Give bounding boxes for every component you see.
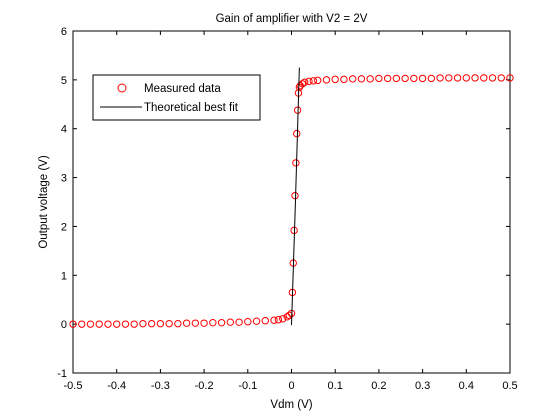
- legend-label-measured-data: Measured data: [144, 83, 221, 95]
- x-tick-label: -0.4: [107, 380, 126, 392]
- data-point-measured: [182, 319, 191, 327]
- y-tick-label: 5: [61, 75, 67, 87]
- data-point-measured: [314, 76, 322, 85]
- chart-title: Gain of amplifier with V2 = 2V: [216, 13, 368, 25]
- data-point-measured: [86, 320, 95, 328]
- data-point-measured: [165, 319, 173, 328]
- data-point-measured: [300, 78, 309, 87]
- x-tick-label: -0.3: [151, 380, 170, 392]
- data-point-measured: [340, 75, 348, 84]
- axes-frame: [72, 30, 511, 374]
- data-point-measured: [156, 319, 165, 328]
- data-point-measured: [261, 317, 269, 325]
- data-point-measured: [480, 74, 488, 82]
- data-point-measured: [217, 318, 226, 327]
- x-tick-label: -0.2: [195, 380, 214, 392]
- data-layer: [69, 67, 514, 328]
- data-point-measured: [121, 320, 130, 328]
- data-point-measured: [357, 75, 366, 83]
- x-tick-label: 0.4: [459, 380, 474, 392]
- data-point-measured: [292, 159, 300, 167]
- data-point-measured: [427, 74, 436, 83]
- data-point-measured: [226, 318, 235, 326]
- data-point-measured: [104, 320, 112, 328]
- data-point-measured: [331, 75, 339, 84]
- legend: Measured data Theoretical best fit: [92, 74, 261, 121]
- data-point-measured: [506, 74, 514, 82]
- y-tick-label: 2: [61, 221, 67, 233]
- data-point-measured: [174, 319, 182, 328]
- y-tick-label: 3: [61, 173, 67, 185]
- legend-marker-measured-data: [117, 83, 127, 93]
- data-point-measured: [453, 74, 462, 82]
- data-point-measured: [69, 320, 77, 328]
- x-axis-title: Vdm (V): [270, 399, 312, 411]
- data-point-measured: [147, 319, 156, 328]
- x-tick-label: 0.1: [328, 380, 343, 392]
- data-point-measured: [418, 74, 427, 83]
- y-tick-label: 4: [61, 124, 67, 136]
- data-point-measured: [410, 74, 418, 83]
- data-point-measured: [348, 75, 357, 83]
- data-point-measured: [401, 74, 409, 83]
- y-tick-label: -1: [57, 368, 67, 380]
- data-point-measured: [291, 191, 299, 200]
- data-point-measured: [252, 317, 261, 325]
- data-point-measured: [78, 320, 86, 328]
- legend-label-theoretical-best-fit: Theoretical best fit: [144, 102, 239, 114]
- series-line-theoretical-best-fit: [291, 67, 300, 326]
- data-point-measured: [383, 74, 392, 83]
- data-point-measured: [235, 318, 243, 326]
- data-point-measured: [285, 311, 294, 320]
- data-point-measured: [309, 77, 318, 85]
- data-point-measured: [462, 74, 470, 82]
- y-tick-label: 0: [61, 319, 67, 331]
- data-point-measured: [244, 318, 252, 326]
- data-point-measured: [366, 75, 374, 83]
- y-tick-label: 6: [61, 26, 67, 38]
- data-point-measured: [139, 319, 147, 328]
- y-tick-label: 1: [61, 270, 67, 282]
- legend-box: [92, 74, 261, 121]
- x-tick-label: -0.1: [238, 380, 257, 392]
- data-point-measured: [305, 77, 313, 86]
- x-tick-label: 0.5: [502, 380, 517, 392]
- data-point-measured: [274, 316, 283, 324]
- data-point-measured: [436, 74, 444, 82]
- data-point-measured: [392, 74, 401, 83]
- x-tick-label: 0.3: [415, 380, 430, 392]
- data-point-measured: [293, 129, 301, 138]
- data-point-measured: [488, 74, 497, 82]
- data-point-measured: [471, 74, 479, 82]
- data-point-measured: [130, 320, 138, 328]
- x-tick-label: 0.2: [371, 380, 386, 392]
- y-axis-title: Output voltage (V): [38, 155, 50, 248]
- data-point-measured: [375, 74, 383, 83]
- axes: -0.5 -0.4 -0.3 -0.2 -0.1 0 0.1 0.2 0.3 0.4 0.5 -1 0 1…: [57, 26, 517, 392]
- data-point-measured: [200, 319, 208, 327]
- x-tick-label: 0: [288, 380, 294, 392]
- data-point-measured: [279, 315, 287, 323]
- data-point-measured: [113, 320, 121, 328]
- data-point-measured: [270, 316, 278, 324]
- data-point-measured: [95, 320, 103, 328]
- x-tick-label: -0.5: [64, 380, 83, 392]
- data-point-measured: [445, 74, 453, 82]
- data-point-measured: [191, 319, 200, 327]
- data-point-measured: [497, 74, 505, 82]
- data-point-measured: [209, 318, 217, 327]
- data-point-measured: [322, 76, 331, 84]
